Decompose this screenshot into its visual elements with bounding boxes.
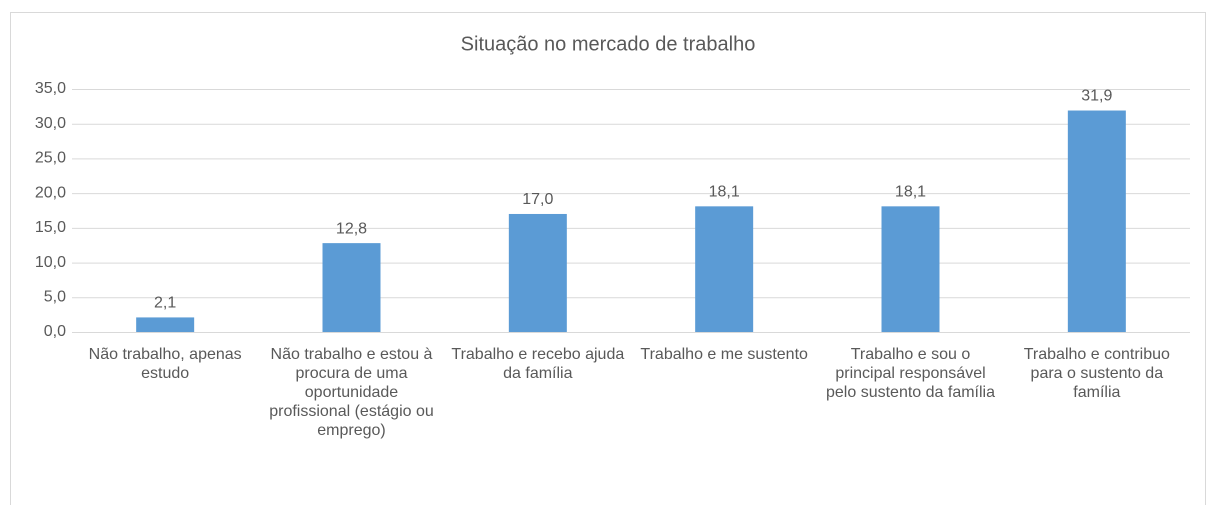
x-tick-label: Não trabalho, apenas estudo: [88, 346, 242, 382]
x-tick-label: Trabalho e me sustento: [640, 346, 808, 363]
y-tick-label: 20,0: [35, 184, 66, 201]
data-label: 12,8: [336, 220, 367, 237]
x-tick-label: Não trabalho e estou à procura de uma op…: [269, 346, 434, 439]
data-label: 2,1: [154, 295, 176, 312]
chart-title: Situação no mercado de trabalho: [461, 33, 756, 55]
bar: [881, 206, 940, 332]
y-tick-label: 15,0: [35, 219, 66, 236]
bar: [508, 213, 567, 332]
x-tick-label: Trabalho e recebo ajuda da família: [451, 346, 625, 382]
data-label: 17,0: [522, 191, 553, 208]
x-tick-label: Trabalho e contribuo para o sustento da …: [1023, 346, 1170, 401]
data-label: 18,1: [895, 184, 926, 201]
y-tick-label: 10,0: [35, 254, 66, 271]
bar: [695, 206, 754, 332]
y-tick-label: 25,0: [35, 150, 66, 167]
bar: [322, 243, 381, 332]
data-label: 18,1: [709, 184, 740, 201]
bar: [1067, 110, 1126, 332]
bar: [136, 317, 195, 332]
x-tick-label: Trabalho e sou o principal responsável p…: [826, 346, 995, 401]
y-tick-label: 35,0: [35, 80, 66, 97]
y-tick-label: 5,0: [44, 289, 66, 306]
y-tick-label: 0,0: [44, 323, 66, 340]
y-tick-label: 30,0: [35, 115, 66, 132]
data-label: 31,9: [1081, 88, 1112, 105]
chart-frame: [10, 12, 1206, 505]
